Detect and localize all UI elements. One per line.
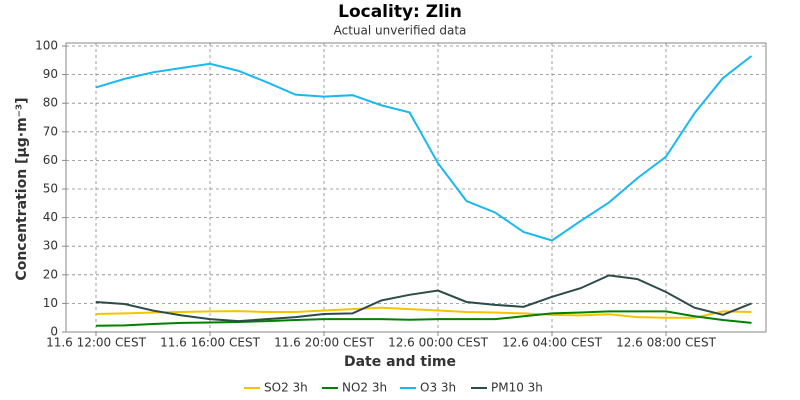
legend-label: PM10 3h	[491, 381, 543, 395]
x-tick-label: 12.6 00:00 CEST	[388, 336, 489, 350]
y-tick-label: 0	[50, 325, 58, 339]
y-tick-label: 40	[43, 210, 58, 224]
y-tick-label: 100	[35, 39, 58, 53]
series-line	[95, 274, 752, 323]
chart-title: Locality: Zlin	[338, 2, 462, 22]
x-axis-title: Date and time	[344, 354, 456, 370]
legend-label: O3 3h	[420, 381, 456, 395]
series-line	[95, 55, 753, 242]
x-tick-label: 12.6 04:00 CEST	[502, 336, 603, 350]
chart-subtitle: Actual unverified data	[334, 24, 467, 38]
y-tick-label: 90	[43, 67, 58, 81]
y-tick-label: 50	[43, 182, 58, 196]
y-tick-label: 70	[43, 124, 58, 138]
y-tick-label: 60	[43, 153, 58, 167]
y-tick-label: 80	[43, 96, 58, 110]
series-line	[95, 306, 752, 319]
y-axis-title: Concentration [µg·m⁻³]	[14, 97, 30, 280]
legend-label: SO2 3h	[264, 381, 308, 395]
x-tick-label: 12.6 08:00 CEST	[616, 336, 717, 350]
series-line	[95, 310, 752, 327]
x-tick-label: 11.6 16:00 CEST	[160, 336, 261, 350]
x-tick-label: 11.6 12:00 CEST	[46, 336, 147, 350]
legend-label: NO2 3h	[342, 381, 387, 395]
y-tick-label: 10	[43, 296, 58, 310]
y-tick-label: 30	[43, 239, 58, 253]
x-tick-label: 11.6 20:00 CEST	[274, 336, 375, 350]
y-tick-label: 20	[43, 267, 58, 281]
